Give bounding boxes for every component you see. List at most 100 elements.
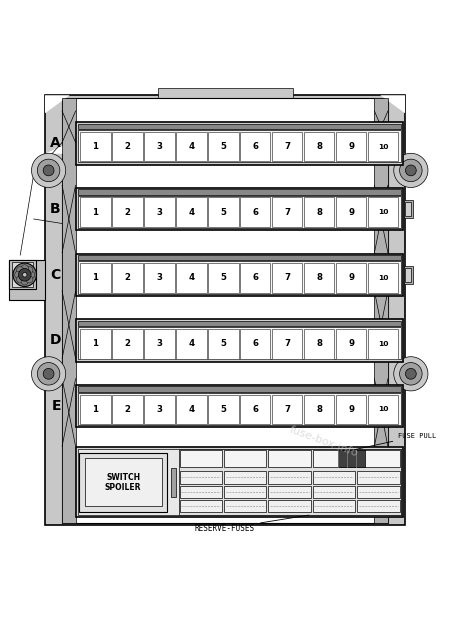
Text: fuse-box.info: fuse-box.info xyxy=(288,425,360,459)
Bar xyxy=(240,329,270,358)
Bar xyxy=(304,329,334,358)
Bar xyxy=(78,255,400,260)
Bar xyxy=(368,329,399,358)
Text: 5: 5 xyxy=(220,142,226,151)
Bar xyxy=(304,263,334,293)
Bar xyxy=(76,385,403,428)
Bar xyxy=(9,260,45,300)
Circle shape xyxy=(43,165,54,176)
Text: 2: 2 xyxy=(124,142,130,151)
Bar xyxy=(76,447,403,517)
Bar xyxy=(80,197,111,227)
Bar xyxy=(336,263,366,293)
Bar xyxy=(78,124,400,129)
Bar xyxy=(208,329,238,358)
Bar xyxy=(405,202,411,216)
Bar xyxy=(272,329,302,358)
Text: A: A xyxy=(50,137,61,150)
Bar xyxy=(80,329,111,358)
Circle shape xyxy=(21,277,28,285)
Bar xyxy=(112,132,143,161)
Text: 1: 1 xyxy=(92,142,98,151)
Circle shape xyxy=(15,271,22,278)
Bar xyxy=(76,122,403,164)
Bar xyxy=(79,453,167,512)
Bar xyxy=(208,132,238,161)
Text: 4: 4 xyxy=(188,142,194,151)
Bar xyxy=(357,471,400,484)
Text: RESERVE-FUSES: RESERVE-FUSES xyxy=(195,515,309,533)
Bar xyxy=(76,188,403,231)
Bar xyxy=(405,268,411,282)
Text: 3: 3 xyxy=(156,339,162,348)
Bar xyxy=(80,394,111,424)
Bar xyxy=(313,486,355,498)
Bar xyxy=(144,197,175,227)
Bar xyxy=(62,98,388,523)
Text: 1: 1 xyxy=(92,208,98,217)
Text: 6: 6 xyxy=(252,339,258,348)
Text: 3: 3 xyxy=(156,208,162,217)
Bar xyxy=(368,263,399,293)
Bar xyxy=(78,327,400,360)
Bar xyxy=(240,197,270,227)
Bar xyxy=(171,468,176,497)
Bar xyxy=(368,197,399,227)
Circle shape xyxy=(400,159,422,182)
Bar xyxy=(357,500,400,512)
Text: 3: 3 xyxy=(156,273,162,282)
Text: 10: 10 xyxy=(378,210,388,215)
Text: 10: 10 xyxy=(378,407,388,412)
Bar xyxy=(76,253,403,296)
Text: 10: 10 xyxy=(378,275,388,281)
Text: 2: 2 xyxy=(124,405,130,414)
Bar xyxy=(357,451,400,467)
Circle shape xyxy=(37,363,60,385)
Text: B: B xyxy=(50,202,61,216)
Text: 6: 6 xyxy=(252,273,258,282)
Bar xyxy=(62,98,76,523)
Text: 4: 4 xyxy=(188,208,194,217)
Circle shape xyxy=(394,357,428,391)
Bar xyxy=(304,394,334,424)
Circle shape xyxy=(18,268,31,281)
Bar xyxy=(112,263,143,293)
Polygon shape xyxy=(45,143,70,154)
Bar xyxy=(336,132,366,161)
Text: 1: 1 xyxy=(92,273,98,282)
Circle shape xyxy=(37,159,60,182)
Text: 7: 7 xyxy=(284,273,290,282)
Circle shape xyxy=(27,271,35,278)
Bar xyxy=(180,500,222,512)
Text: 7: 7 xyxy=(284,339,290,348)
Bar xyxy=(404,200,413,218)
Bar xyxy=(78,321,400,326)
Bar xyxy=(374,98,388,523)
Text: 9: 9 xyxy=(348,339,354,348)
Bar xyxy=(313,471,355,484)
Text: FUSE PULL: FUSE PULL xyxy=(355,433,436,450)
Text: 2: 2 xyxy=(124,208,130,217)
Circle shape xyxy=(405,165,416,176)
Bar xyxy=(176,329,207,358)
Bar xyxy=(240,132,270,161)
Text: 2: 2 xyxy=(124,273,130,282)
Text: 5: 5 xyxy=(220,273,226,282)
Text: 1: 1 xyxy=(92,339,98,348)
Circle shape xyxy=(32,357,66,391)
Bar xyxy=(357,486,400,498)
Bar xyxy=(208,263,238,293)
Bar xyxy=(144,132,175,161)
Bar xyxy=(80,263,111,293)
Text: 3: 3 xyxy=(156,142,162,151)
Text: 4: 4 xyxy=(188,273,194,282)
Bar xyxy=(268,486,311,498)
Bar xyxy=(176,263,207,293)
Bar xyxy=(112,197,143,227)
Bar xyxy=(78,449,400,515)
Text: 9: 9 xyxy=(348,142,354,151)
Bar xyxy=(313,451,355,467)
Bar xyxy=(144,329,175,358)
Bar xyxy=(304,197,334,227)
Bar xyxy=(368,394,399,424)
